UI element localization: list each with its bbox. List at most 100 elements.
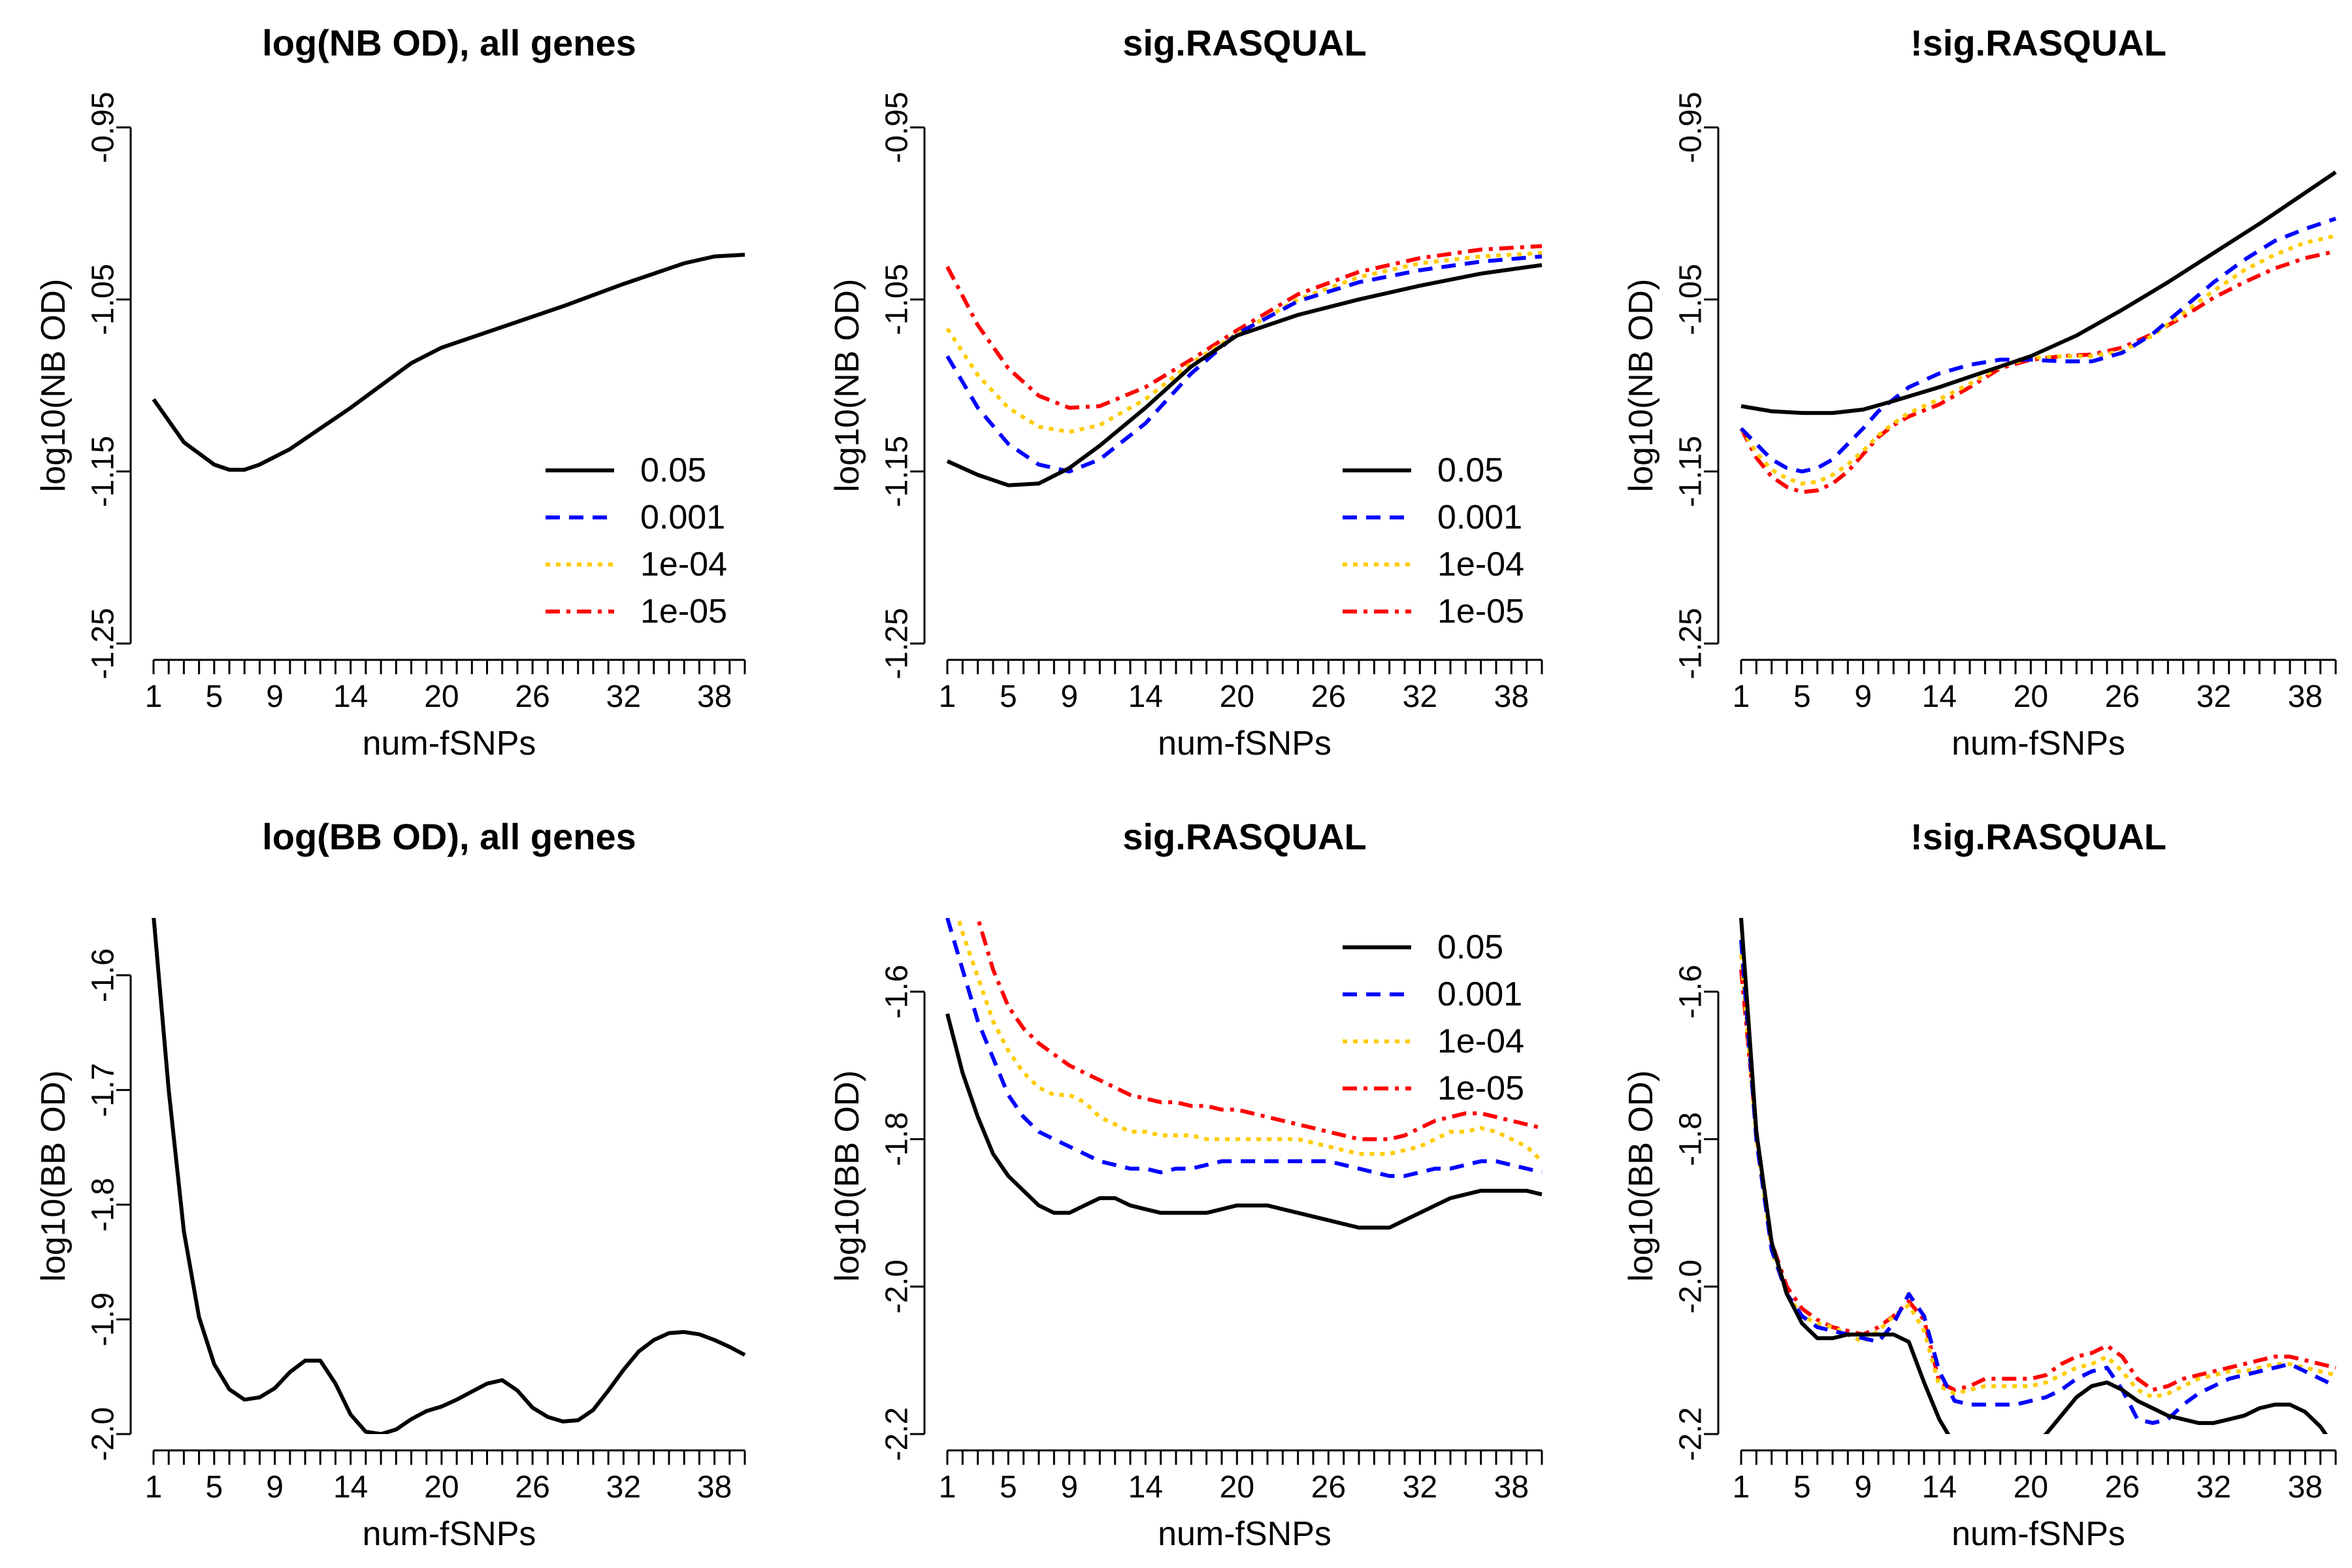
y-tick-label: -1.8 <box>86 1178 121 1232</box>
x-axis-label: num-fSNPs <box>363 725 536 762</box>
x-tick-label: 26 <box>515 679 549 714</box>
series-line-0.001 <box>1739 216 2336 474</box>
y-tick-label: -1.6 <box>86 948 121 1002</box>
panel-title: !sig.RASQUAL <box>1910 22 2166 63</box>
x-tick-label: 26 <box>2105 679 2140 714</box>
x-tick-label: 38 <box>1494 1470 1529 1505</box>
y-axis-label: log10(NB OD) <box>828 279 866 493</box>
y-tick-label: -2.2 <box>880 1407 915 1462</box>
x-tick-label: 5 <box>1000 679 1017 714</box>
y-tick-label: -1.05 <box>86 264 121 335</box>
y-axis-label: log10(NB OD) <box>35 279 73 493</box>
x-tick-label: 26 <box>515 1470 549 1505</box>
legend-label: 1e-05 <box>1437 1070 1524 1107</box>
y-tick-label: -1.15 <box>86 436 121 507</box>
x-tick-label: 9 <box>1854 679 1872 714</box>
x-tick-label: 26 <box>2105 1470 2140 1505</box>
y-axis-label: log10(NB OD) <box>1622 279 1660 493</box>
legend: 0.05 0.001 1e-04 1e-05 <box>1343 451 1524 630</box>
y-tick-label: -1.15 <box>1674 436 1708 507</box>
y-axis-label: log10(BB OD) <box>1622 1070 1660 1282</box>
panel-3: !sig.RASQUAL -1.25 -1.15 -1.05 -0.95 log10(NB… <box>1622 22 2337 762</box>
y-tick-label: -1.25 <box>86 608 121 679</box>
legend-label: 0.001 <box>1437 975 1522 1013</box>
panel-title: sig.RASQUAL <box>1122 22 1366 63</box>
y-tick-label: -0.95 <box>880 91 915 163</box>
legend-label: 1e-04 <box>640 546 727 583</box>
x-tick-label: 38 <box>1494 679 1529 714</box>
x-axis: 1 5 9 14 20 26 32 38 num-fSNPs <box>1733 659 2337 762</box>
y-tick-label: -1.7 <box>86 1063 121 1117</box>
x-tick-label: 5 <box>205 679 223 714</box>
x-tick-label: 1 <box>939 679 956 714</box>
x-tick-label: 20 <box>1220 679 1254 714</box>
x-tick-label: 5 <box>1793 1470 1811 1505</box>
y-axis: -2.0 -1.9 -1.8 -1.7 -1.6 log10(BB OD) <box>35 948 132 1461</box>
legend-label: 0.05 <box>640 451 706 489</box>
x-tick-label: 1 <box>1733 1470 1750 1505</box>
y-tick-label: -1.15 <box>880 436 915 507</box>
series-line-1e-04 <box>945 251 1543 434</box>
x-tick-label: 38 <box>697 679 732 714</box>
x-tick-label: 38 <box>2288 679 2323 714</box>
y-tick-label: -1.9 <box>86 1292 121 1347</box>
x-axis-label: num-fSNPs <box>1158 725 1331 762</box>
y-tick-label: -1.8 <box>880 1112 915 1166</box>
y-tick-label: -1.6 <box>1674 964 1708 1019</box>
x-tick-label: 20 <box>1220 1470 1254 1505</box>
x-axis-label: num-fSNPs <box>1952 1515 2125 1553</box>
x-tick-label: 20 <box>2014 1470 2048 1505</box>
series-line-0.05 <box>1740 171 2337 416</box>
x-axis: 1 5 9 14 20 26 32 38 num-fSNPs <box>939 1449 1543 1553</box>
x-axis-label: num-fSNPs <box>363 1515 536 1553</box>
series-line-0.001 <box>1739 939 2337 1426</box>
x-tick-label: 5 <box>205 1470 223 1505</box>
series-line-1e-05 <box>945 244 1543 410</box>
series-line-0.001 <box>945 254 1543 474</box>
x-tick-label: 14 <box>1922 679 1957 714</box>
x-tick-label: 9 <box>1060 1470 1078 1505</box>
x-tick-label: 38 <box>697 1470 732 1505</box>
x-axis: 1 5 9 14 20 26 32 38 num-fSNPs <box>145 659 746 762</box>
y-tick-label: -0.95 <box>1674 91 1708 163</box>
x-tick-label: 9 <box>1060 679 1078 714</box>
x-tick-label: 20 <box>2014 679 2048 714</box>
series-line-1e-04 <box>1739 955 2336 1399</box>
x-tick-label: 1 <box>939 1470 956 1505</box>
legend-label: 0.001 <box>640 498 725 536</box>
legend-label: 1e-05 <box>1437 593 1524 630</box>
x-tick-label: 9 <box>266 1470 284 1505</box>
x-tick-label: 1 <box>145 1470 163 1505</box>
x-tick-label: 14 <box>1922 1470 1957 1505</box>
x-tick-label: 32 <box>606 679 641 714</box>
x-tick-label: 32 <box>606 1470 641 1505</box>
x-tick-label: 1 <box>1733 679 1750 714</box>
series-line-1e-05 <box>975 918 1543 1141</box>
y-tick-label: -2.0 <box>880 1260 915 1314</box>
x-tick-label: 1 <box>145 679 163 714</box>
x-tick-label: 20 <box>424 679 459 714</box>
series-group <box>152 252 745 472</box>
y-tick-label: -0.95 <box>86 91 121 163</box>
x-tick-label: 32 <box>1403 679 1437 714</box>
legend-label: 1e-05 <box>640 593 727 630</box>
x-axis-label: num-fSNPs <box>1158 1515 1331 1553</box>
x-tick-label: 38 <box>2288 1470 2323 1505</box>
series-line-0.05 <box>946 263 1543 487</box>
legend-label: 0.05 <box>1437 928 1503 966</box>
series-group <box>1739 171 2337 495</box>
y-tick-label: -1.05 <box>1674 264 1708 335</box>
x-tick-label: 32 <box>1403 1470 1437 1505</box>
panel-6: !sig.RASQUAL -2.2 -2.0 -1.8 -1.6 log10(BB OD)… <box>1622 816 2337 1553</box>
panel-title: sig.RASQUAL <box>1122 816 1366 857</box>
y-tick-label: -1.25 <box>880 608 915 679</box>
series-line-1e-04 <box>1739 233 2336 486</box>
legend: 0.05 0.001 1e-04 1e-05 <box>1343 928 1524 1107</box>
panel-title: !sig.RASQUAL <box>1910 816 2166 857</box>
x-tick-label: 32 <box>2197 1470 2231 1505</box>
y-axis: -1.25 -1.15 -1.05 -0.95 log10(NB OD) <box>1622 91 1720 679</box>
x-axis-label: num-fSNPs <box>1952 725 2125 762</box>
y-axis: -2.2 -2.0 -1.8 -1.6 log10(BB OD) <box>828 964 926 1462</box>
series-line-1e-05 <box>1739 969 2336 1392</box>
x-tick-label: 9 <box>1854 1470 1872 1505</box>
